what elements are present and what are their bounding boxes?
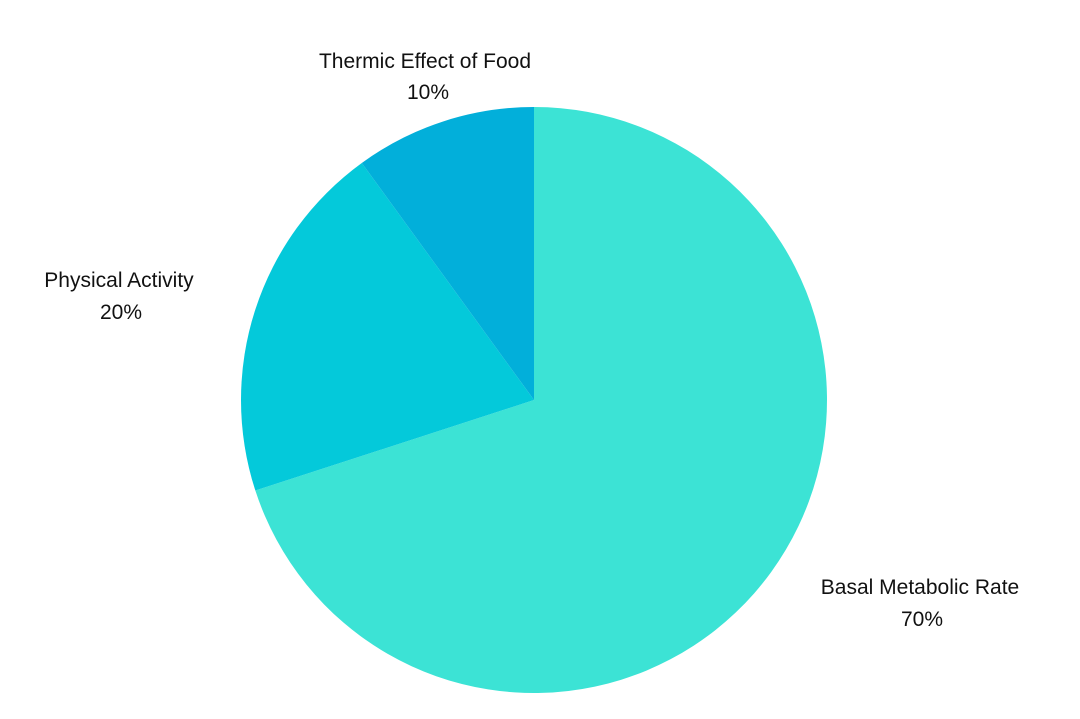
slice-value-physical-activity: 20% — [100, 301, 142, 324]
slice-value-basal-metabolic-rate: 70% — [901, 608, 943, 631]
pie-labels: Basal Metabolic Rate 70% Physical Activi… — [44, 50, 1019, 631]
pie-slice-basal-metabolic-rate — [255, 106, 828, 693]
pie-slice-physical-activity — [241, 162, 534, 491]
slice-label-physical-activity: Physical Activity — [44, 269, 194, 292]
slice-label-basal-metabolic-rate: Basal Metabolic Rate — [821, 576, 1019, 599]
slice-value-thermic-effect-of-food: 10% — [407, 81, 449, 104]
pie-slice-thermic-effect-of-food — [361, 107, 534, 400]
pie-slices — [241, 106, 828, 693]
slice-label-thermic-effect-of-food: Thermic Effect of Food — [319, 50, 531, 73]
